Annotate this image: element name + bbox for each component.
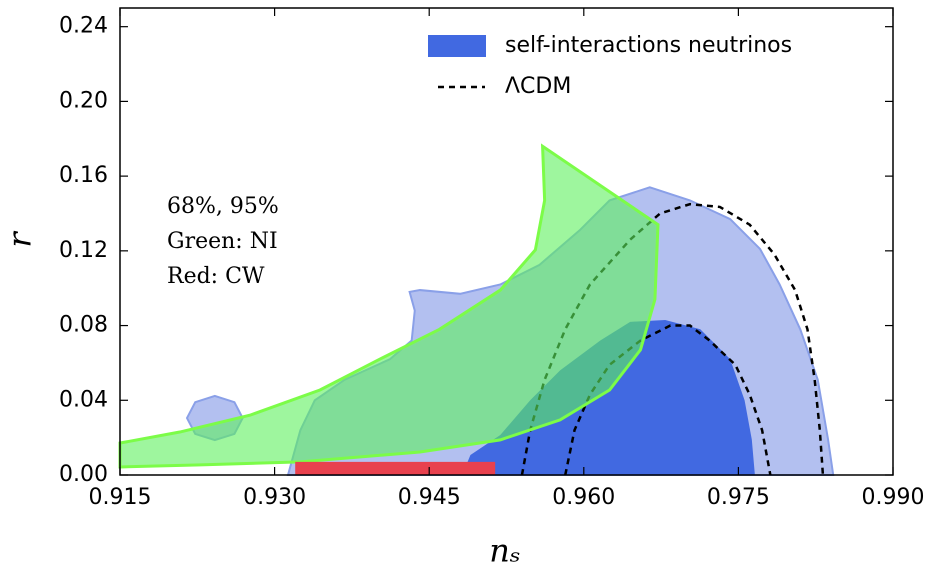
x-tick-label: 0.960 xyxy=(552,485,615,510)
x-axis-label: nₛ xyxy=(489,532,520,570)
contour xyxy=(295,461,496,475)
plot-frame xyxy=(119,7,894,476)
legend-label: ΛCDM xyxy=(505,74,571,99)
annotation: 68%, 95% xyxy=(167,194,279,219)
contour xyxy=(462,319,755,475)
y-tick-label: 0.12 xyxy=(59,238,108,263)
legend-label: self-interactions neutrinos xyxy=(505,33,792,58)
x-tick-label: 0.975 xyxy=(707,485,770,510)
annotation: Green: NI xyxy=(167,229,278,254)
y-tick-label: 0.24 xyxy=(59,14,108,39)
y-tick-label: 0.08 xyxy=(59,313,108,338)
x-tick-label: 0.915 xyxy=(89,485,152,510)
y-axis-label: r xyxy=(1,231,39,248)
legend-swatch xyxy=(428,35,486,57)
y-tick-label: 0.00 xyxy=(59,462,108,487)
x-tick-label: 0.930 xyxy=(243,485,306,510)
y-tick-label: 0.20 xyxy=(59,88,108,113)
x-tick-label: 0.945 xyxy=(398,485,461,510)
y-tick-label: 0.04 xyxy=(59,387,108,412)
annotation: Red: CW xyxy=(167,264,265,289)
y-tick-label: 0.16 xyxy=(59,163,108,188)
x-tick-label: 0.990 xyxy=(862,485,925,510)
contour xyxy=(118,143,660,469)
